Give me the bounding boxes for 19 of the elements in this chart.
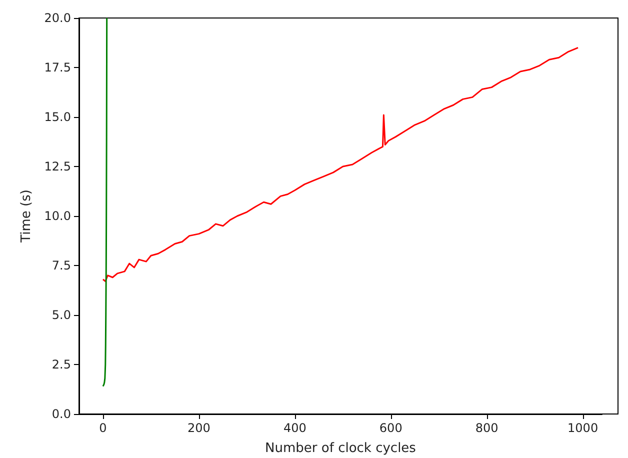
x-axis-title: Number of clock cycles xyxy=(265,441,416,456)
line-series xyxy=(102,17,108,388)
x-tick-label: 600 xyxy=(379,421,402,435)
y-tick-label: 2.5 xyxy=(52,358,71,372)
x-tick-label: 200 xyxy=(188,421,210,435)
x-tick-label: 0 xyxy=(99,421,107,435)
x-tick-label: 800 xyxy=(475,421,498,435)
y-tick-label: 15.0 xyxy=(44,110,71,124)
x-tick-label: 1000 xyxy=(568,421,598,435)
y-tick-label: 17.5 xyxy=(44,60,71,74)
line-series xyxy=(102,46,579,282)
x-tick-label: 400 xyxy=(283,421,306,435)
y-tick-label: 7.5 xyxy=(52,258,71,272)
y-axis-title: Time (s) xyxy=(19,190,34,244)
y-tick-label: 10.0 xyxy=(44,209,71,223)
y-tick-label: 0.0 xyxy=(52,407,71,421)
y-tick-label: 5.0 xyxy=(52,308,71,322)
y-tick-label: 20.0 xyxy=(44,11,71,25)
y-tick-label: 12.5 xyxy=(44,160,71,174)
